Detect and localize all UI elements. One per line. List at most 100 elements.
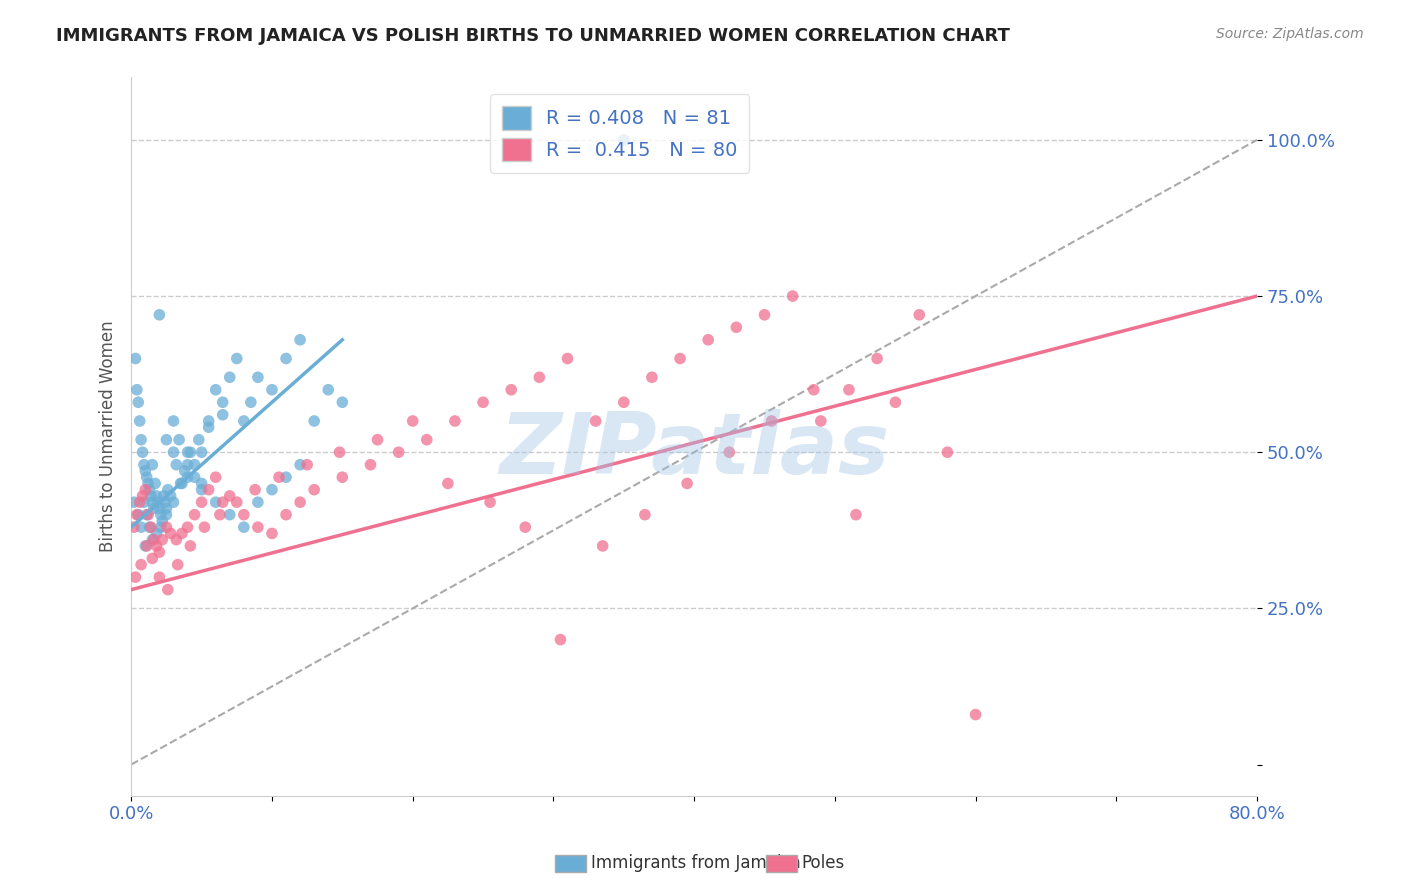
Point: [866, 351, 889, 366]
Point: [131, 445, 153, 459]
Point: [274, 351, 297, 366]
Point: [529, 370, 551, 384]
Point: [170, 526, 193, 541]
Point: [136, 508, 159, 522]
Point: [402, 414, 425, 428]
Point: [810, 414, 832, 428]
Point: [557, 351, 579, 366]
Point: [232, 508, 254, 522]
Point: [125, 383, 148, 397]
Point: [232, 520, 254, 534]
Point: [159, 489, 181, 503]
Point: [316, 383, 339, 397]
Point: [135, 539, 157, 553]
Point: [187, 433, 209, 447]
Point: [328, 445, 350, 459]
Point: [132, 458, 155, 472]
Point: [501, 383, 523, 397]
Point: [274, 508, 297, 522]
Point: [176, 458, 198, 472]
Point: [197, 414, 219, 428]
Point: [211, 395, 233, 409]
Point: [330, 470, 353, 484]
Point: [148, 545, 170, 559]
Point: [697, 333, 720, 347]
Point: [152, 489, 174, 503]
Point: [472, 395, 495, 409]
Point: [288, 495, 311, 509]
Point: [124, 351, 146, 366]
Point: [141, 551, 163, 566]
Point: [754, 308, 776, 322]
Point: [145, 526, 167, 541]
Point: [190, 495, 212, 509]
Point: [190, 445, 212, 459]
Point: [359, 458, 381, 472]
Point: [367, 433, 389, 447]
Point: [302, 483, 325, 497]
Point: [165, 458, 187, 472]
Point: [136, 476, 159, 491]
Point: [718, 445, 741, 459]
Point: [179, 445, 201, 459]
Point: [146, 495, 169, 509]
Point: [669, 351, 692, 366]
Point: [166, 558, 188, 572]
Point: [135, 508, 157, 522]
Point: [676, 476, 699, 491]
Point: [155, 520, 177, 534]
Point: [170, 476, 193, 491]
Point: [162, 445, 184, 459]
Point: [204, 470, 226, 484]
Point: [155, 508, 177, 522]
Point: [211, 495, 233, 509]
Point: [295, 458, 318, 472]
Point: [211, 408, 233, 422]
Point: [782, 289, 804, 303]
Point: [803, 383, 825, 397]
Point: [388, 445, 411, 459]
Point: [190, 483, 212, 497]
Point: [128, 495, 150, 509]
Point: [142, 501, 165, 516]
Point: [149, 520, 172, 534]
Point: [246, 370, 269, 384]
Point: [129, 558, 152, 572]
Point: [139, 520, 162, 534]
Point: [169, 476, 191, 491]
Point: [761, 414, 783, 428]
Point: [288, 458, 311, 472]
Y-axis label: Births to Unmarried Women: Births to Unmarried Women: [100, 321, 117, 552]
Point: [288, 333, 311, 347]
Point: [197, 420, 219, 434]
Point: [965, 707, 987, 722]
Point: [218, 489, 240, 503]
Point: [156, 582, 179, 597]
Point: [173, 464, 195, 478]
Point: [204, 383, 226, 397]
Point: [183, 508, 205, 522]
Point: [197, 483, 219, 497]
Point: [179, 539, 201, 553]
Point: [127, 508, 149, 522]
Point: [156, 483, 179, 497]
Point: [246, 520, 269, 534]
Point: [162, 495, 184, 509]
Point: [142, 533, 165, 547]
Point: [274, 470, 297, 484]
Legend: R = 0.408   N = 81, R =  0.415   N = 80: R = 0.408 N = 81, R = 0.415 N = 80: [489, 95, 749, 173]
Point: [838, 383, 860, 397]
Point: [138, 520, 160, 534]
Point: [225, 351, 247, 366]
Point: [260, 383, 283, 397]
Point: [218, 508, 240, 522]
Point: [585, 414, 607, 428]
Point: [515, 520, 537, 534]
Point: [167, 433, 190, 447]
Point: [183, 470, 205, 484]
Point: [135, 470, 157, 484]
Text: ZIPatlas: ZIPatlas: [499, 409, 889, 492]
Point: [725, 320, 748, 334]
Point: [225, 495, 247, 509]
Point: [149, 508, 172, 522]
